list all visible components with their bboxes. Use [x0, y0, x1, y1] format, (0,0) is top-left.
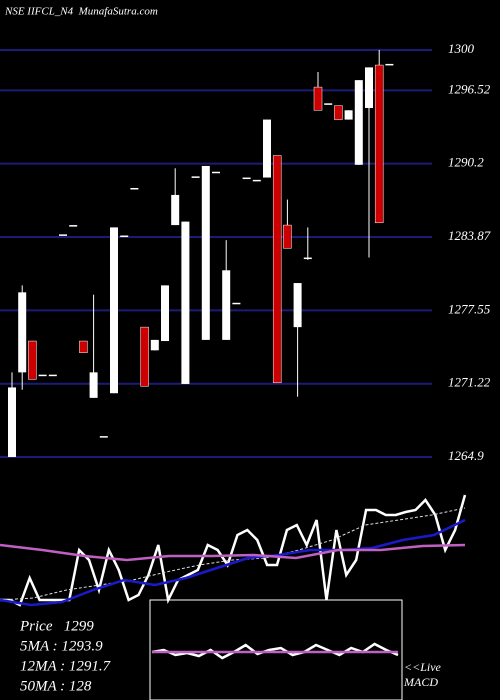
- candle-body: [232, 302, 241, 305]
- y-tick-label: 1283.87: [448, 228, 491, 243]
- indicator-line: [151, 642, 399, 660]
- candle-body: [374, 64, 384, 224]
- y-tick-label: 1277.55: [448, 301, 491, 316]
- candle-body: [140, 326, 149, 387]
- candle-body: [283, 224, 292, 249]
- candle-body: [191, 176, 200, 178]
- candle-body: [28, 340, 37, 380]
- candle-body: [48, 374, 57, 377]
- candle-body: [263, 119, 271, 178]
- candle-body: [69, 225, 78, 227]
- candle-body: [334, 105, 343, 120]
- candle-body: [385, 63, 394, 66]
- stat: 5MA : 1293.9: [20, 638, 103, 654]
- candle-body: [242, 177, 251, 180]
- candle-body: [313, 86, 323, 111]
- candle-body: [252, 179, 261, 182]
- candle-body: [344, 110, 353, 120]
- candle-body: [212, 171, 220, 174]
- stat: 12MA : 1291.7: [20, 658, 112, 674]
- y-tick-label: 1290.2: [448, 155, 484, 170]
- candle-body: [201, 165, 210, 340]
- candle-body: [222, 270, 231, 340]
- indicator-line: [0, 543, 466, 562]
- candle-body: [324, 103, 333, 105]
- candle-body: [120, 235, 129, 238]
- macd-label: <<Live: [404, 660, 442, 674]
- stat: 50MA : 128: [20, 678, 92, 694]
- indicator-line: [0, 518, 466, 607]
- candle-body: [18, 292, 27, 373]
- y-tick-label: 1264.9: [448, 448, 484, 463]
- indicator-line: [0, 507, 466, 601]
- y-tick-label: 1271.22: [448, 375, 491, 390]
- candle-body: [59, 234, 67, 236]
- candle-body: [161, 285, 169, 342]
- candle-body: [89, 372, 98, 398]
- candle-body: [38, 374, 47, 377]
- candle-body: [99, 436, 108, 438]
- candle-body: [150, 339, 159, 351]
- candle-body: [79, 340, 88, 353]
- y-tick-label: 1300: [448, 41, 475, 56]
- candle-body: [293, 283, 302, 328]
- stat: Price 1299: [19, 618, 94, 634]
- indicator-line: [0, 494, 467, 607]
- candle-body: [303, 257, 312, 260]
- candle-body: [181, 221, 190, 384]
- candle-body: [130, 187, 139, 190]
- candle-body: [8, 387, 16, 457]
- candle-body: [272, 155, 282, 384]
- candle-body: [110, 227, 118, 394]
- macd-label: MACD: [403, 675, 438, 689]
- candle-body: [171, 194, 180, 226]
- chart-title: NSE IIFCL_N4 MunafaSutra.com: [4, 6, 158, 18]
- y-tick-label: 1296.52: [448, 81, 491, 96]
- candle-body: [365, 67, 373, 108]
- candle-body: [354, 80, 363, 165]
